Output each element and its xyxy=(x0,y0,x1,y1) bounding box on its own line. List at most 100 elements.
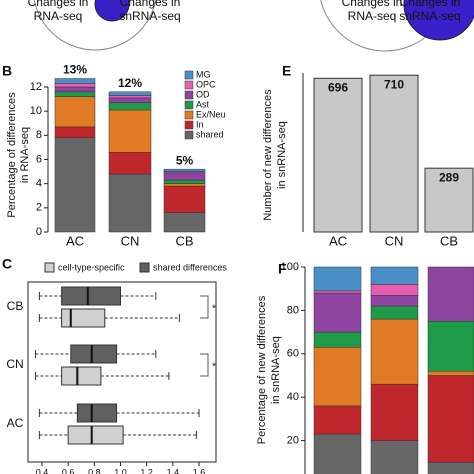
bar-segment xyxy=(108,95,152,99)
legend-swatch xyxy=(184,80,194,90)
bar-segment xyxy=(313,405,362,435)
legend-swatch xyxy=(184,130,194,140)
y-tick-label: 20 xyxy=(287,435,299,447)
box xyxy=(61,286,121,306)
bar-segment xyxy=(54,137,96,233)
bar-segment xyxy=(370,440,419,474)
total-label: 13% xyxy=(63,63,87,77)
bar-segment xyxy=(163,183,206,187)
bar-segment xyxy=(313,290,362,294)
y-axis-label: in RNA-seq xyxy=(19,127,31,183)
panel-label: F xyxy=(278,261,287,277)
legend-label: In xyxy=(196,119,204,129)
x-tick-label: 1.0 xyxy=(114,467,127,474)
venn-circle xyxy=(94,0,130,22)
value-label: 710 xyxy=(384,77,404,91)
venn-circle xyxy=(403,0,474,41)
bar-segment xyxy=(108,173,152,233)
legend-label: MG xyxy=(196,69,211,79)
venn-label: Changes in xyxy=(28,0,89,9)
bar-segment xyxy=(54,91,96,97)
bar xyxy=(424,167,474,233)
total-label: 12% xyxy=(118,76,142,90)
panel-label: E xyxy=(282,63,291,79)
bar-segment xyxy=(163,212,206,233)
y-axis-label: in snRNA-seq xyxy=(270,336,282,404)
legend-label: shared differences xyxy=(153,262,227,272)
bar-segment xyxy=(54,78,96,84)
bar-segment xyxy=(163,172,206,181)
x-tick-label: CB xyxy=(175,233,193,248)
value-label: 289 xyxy=(439,170,459,184)
x-tick-label: 0.8 xyxy=(88,467,101,474)
significance-bracket xyxy=(200,353,209,377)
panel-label: B xyxy=(2,63,12,79)
bar-segment xyxy=(108,91,152,96)
bar-segment xyxy=(427,462,474,474)
legend-label: OPC xyxy=(196,79,216,89)
bar-segment xyxy=(108,102,152,111)
bar-segment xyxy=(427,266,474,322)
x-tick-label: AC xyxy=(329,233,347,248)
bar-segment xyxy=(163,179,206,184)
y-axis-label: Number of new differences xyxy=(262,89,274,221)
y-tick-label: 4 xyxy=(36,178,42,190)
x-tick-label: 1.2 xyxy=(140,467,153,474)
x-tick-label: CN xyxy=(121,233,140,248)
bar-segment xyxy=(54,86,96,93)
legend-swatch xyxy=(44,262,55,273)
y-tick-label: 10 xyxy=(30,105,42,117)
bar-segment xyxy=(108,152,152,175)
bar-segment xyxy=(108,109,152,153)
legend-label: cell-type-specific xyxy=(58,262,125,272)
bar-segment xyxy=(108,97,152,103)
x-tick-label: 0.6 xyxy=(62,467,75,474)
plot-frame xyxy=(27,281,217,463)
x-tick-label: 1.6 xyxy=(193,467,206,474)
legend-label: Ast xyxy=(196,99,210,109)
legend-swatch xyxy=(184,90,194,100)
box xyxy=(61,366,102,386)
legend-swatch xyxy=(184,70,194,80)
value-label: 696 xyxy=(328,80,348,94)
y-tick-label: 8 xyxy=(36,129,42,141)
legend-label: shared xyxy=(196,129,224,139)
box xyxy=(76,403,118,423)
bar-segment xyxy=(313,347,362,407)
bar-segment xyxy=(370,294,419,307)
y-tick-label: 2 xyxy=(36,202,42,214)
significance-bracket xyxy=(200,295,209,319)
y-tick-label: 80 xyxy=(287,304,299,316)
bar xyxy=(313,77,363,233)
bar-segment xyxy=(313,266,362,292)
venn-label: Changes in xyxy=(342,0,403,9)
legend-label: OD xyxy=(196,89,210,99)
bar-segment xyxy=(163,185,206,213)
box xyxy=(61,308,106,328)
significance-label: * xyxy=(212,362,216,373)
legend-swatch xyxy=(139,262,150,273)
y-tick-label: 100 xyxy=(281,261,299,273)
bar-segment xyxy=(427,370,474,376)
legend-swatch xyxy=(184,110,194,120)
y-tick-label: 40 xyxy=(287,391,299,403)
venn-label: snRNA-seq xyxy=(119,9,180,23)
bar-segment xyxy=(313,331,362,348)
bar-segment xyxy=(370,266,419,285)
bar-segment xyxy=(54,83,96,88)
bar-segment xyxy=(54,96,96,128)
bar-segment xyxy=(313,433,362,474)
bar-segment xyxy=(370,305,419,320)
bar xyxy=(369,74,419,233)
bar-segment xyxy=(370,318,419,385)
venn-label: snRNA-seq xyxy=(399,9,460,23)
y-tick-label: CB xyxy=(7,299,24,313)
bar-segment xyxy=(370,383,419,441)
x-tick-label: 1.4 xyxy=(167,467,180,474)
y-axis-label: Percentage of differences xyxy=(6,92,18,218)
venn-label: Changes in xyxy=(120,0,181,9)
legend-label: Ex/Neu xyxy=(196,109,226,119)
venn-circle xyxy=(33,0,157,51)
x-tick-label: CN xyxy=(385,233,404,248)
bar-segment xyxy=(427,375,474,463)
